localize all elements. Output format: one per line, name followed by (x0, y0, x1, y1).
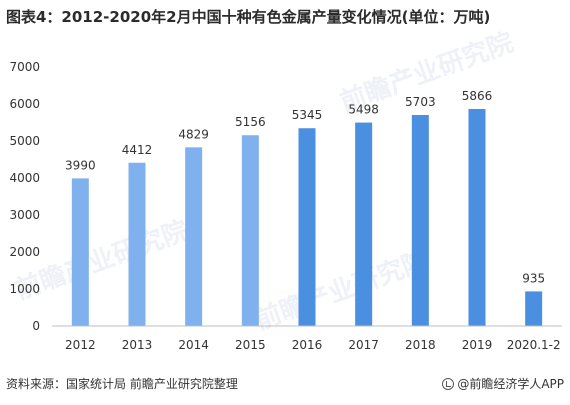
x-tick-label: 2012 (65, 338, 96, 352)
data-label: 3990 (65, 158, 96, 172)
bar-2018 (411, 114, 429, 326)
x-tick-label: 2016 (292, 338, 323, 352)
data-label: 5866 (462, 89, 493, 103)
bars: 3990 4412 4829 5156 5345 5498 5703 5866 935 (65, 89, 545, 326)
bar-2015 (241, 135, 259, 326)
x-tick-label: 2015 (235, 338, 266, 352)
y-tick-label: 5000 (9, 134, 40, 148)
chart-title: 图表4：2012-2020年2月中国十种有色金属产量变化情况(单位：万吨) (6, 8, 491, 26)
brand-logo-icon (442, 377, 455, 390)
data-label: 5498 (348, 103, 379, 117)
x-tick-label: 2014 (178, 338, 209, 352)
y-tick-label: 7000 (9, 60, 40, 74)
bar-2012 (71, 178, 89, 326)
data-label: 5156 (235, 115, 266, 129)
y-axis: 0 1000 2000 3000 4000 5000 6000 7000 (9, 60, 40, 333)
bar-2016 (298, 128, 316, 326)
bar-2020.1-2 (525, 291, 543, 326)
brand-label: @前瞻经济学人APP (457, 377, 564, 391)
bar-2013 (128, 162, 146, 326)
bar-2019 (468, 108, 486, 326)
bar-2014 (185, 147, 203, 326)
y-tick-label: 3000 (9, 208, 40, 222)
data-label: 4829 (178, 127, 209, 141)
y-tick-label: 6000 (9, 97, 40, 111)
data-label: 4412 (122, 143, 153, 157)
data-label: 5345 (292, 108, 323, 122)
x-tick-label: 2017 (348, 338, 379, 352)
x-tick-label: 2019 (462, 338, 493, 352)
data-label: 935 (522, 271, 545, 285)
y-tick-label: 0 (32, 319, 40, 333)
x-tick-label: 2013 (122, 338, 153, 352)
source-note: 资料来源：国家统计局 前瞻产业研究院整理 (6, 377, 238, 391)
y-tick-label: 4000 (9, 171, 40, 185)
bar-2017 (355, 122, 373, 326)
footer: 资料来源：国家统计局 前瞻产业研究院整理 @前瞻经济学人APP (0, 375, 570, 395)
y-tick-label: 2000 (9, 245, 40, 259)
x-tick-label: 2018 (405, 338, 436, 352)
bar-chart: 0 1000 2000 3000 4000 5000 6000 7000 3990 4412 48… (9, 60, 562, 352)
x-tick-label: 2020.1-2 (507, 338, 561, 352)
brand-credit: @前瞻经济学人APP (442, 375, 564, 392)
data-label: 5703 (405, 95, 436, 109)
x-axis: 2012 2013 2014 2015 2016 2017 2018 2019 2020.1-2 (52, 325, 562, 352)
y-tick-label: 1000 (9, 282, 40, 296)
